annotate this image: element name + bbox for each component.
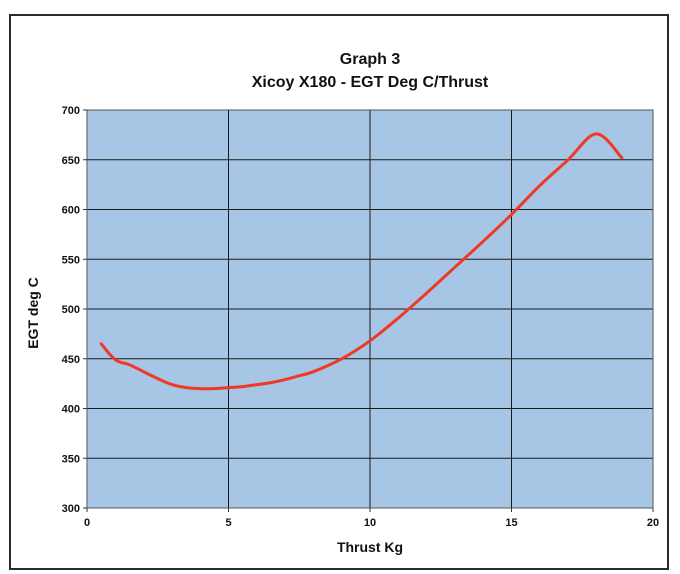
chart-svg: Graph 3 Xicoy X180 - EGT Deg C/Thrust 30… — [25, 51, 659, 555]
y-tick-label: 300 — [62, 503, 80, 515]
x-tick-label: 0 — [84, 517, 90, 529]
x-axis-ticks: 0 5 10 15 20 — [84, 508, 659, 529]
y-tick-label: 450 — [62, 354, 80, 366]
y-tick-label: 600 — [62, 205, 80, 217]
series-group — [99, 132, 624, 391]
y-axis-label: EGT deg C — [25, 277, 41, 349]
y-tick-label: 650 — [62, 155, 80, 167]
y-axis-ticks: 300 350 400 450 500 550 600 650 700 — [62, 105, 87, 515]
x-tick-label: 20 — [647, 517, 659, 529]
x-tick-label: 5 — [225, 517, 231, 529]
x-tick-label: 15 — [505, 517, 517, 529]
x-tick-label: 10 — [364, 517, 376, 529]
y-tick-label: 350 — [62, 453, 80, 465]
y-tick-label: 700 — [62, 105, 80, 117]
y-tick-label: 500 — [62, 304, 80, 316]
series-line — [99, 132, 624, 391]
chart-subtitle: Xicoy X180 - EGT Deg C/Thrust — [252, 74, 489, 91]
chart-frame: Graph 3 Xicoy X180 - EGT Deg C/Thrust 30… — [9, 14, 669, 570]
x-axis-label: Thrust Kg — [337, 539, 403, 555]
chart-title: Graph 3 — [340, 51, 401, 68]
y-tick-label: 550 — [62, 254, 80, 266]
y-tick-label: 400 — [62, 404, 80, 416]
